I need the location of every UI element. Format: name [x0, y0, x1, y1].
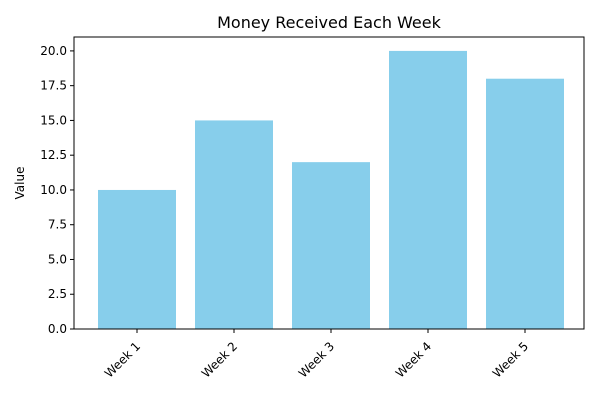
x-tick-label: Week 3 — [296, 339, 337, 380]
y-tick-label: 5.0 — [48, 252, 67, 266]
bar-1 — [98, 189, 176, 329]
y-tick-label: 2.5 — [48, 287, 67, 301]
y-axis: 0.0 2.5 5.0 7.5 10.0 12.5 15.0 17.5 20.0 — [40, 44, 74, 336]
x-tick-label: Week 5 — [490, 339, 531, 380]
x-tick-label: Week 2 — [199, 339, 240, 380]
bar-2 — [195, 120, 273, 329]
bar-4 — [389, 50, 467, 330]
x-axis: Week 1 Week 2 Week 3 Week 4 Week 5 — [102, 329, 531, 380]
x-tick-label: Week 1 — [102, 339, 143, 380]
x-tick-label: Week 4 — [393, 339, 434, 380]
y-tick-label: 10.0 — [40, 183, 67, 197]
y-tick-label: 7.5 — [48, 218, 67, 232]
y-tick-label: 0.0 — [48, 322, 67, 336]
bar-3 — [292, 162, 370, 329]
bars-group — [98, 50, 564, 330]
y-tick-label: 15.0 — [40, 113, 67, 127]
y-tick-label: 17.5 — [40, 79, 67, 93]
y-axis-label: Value — [13, 167, 27, 200]
y-tick-label: 20.0 — [40, 44, 67, 58]
y-tick-label: 12.5 — [40, 148, 67, 162]
chart-title: Money Received Each Week — [217, 13, 442, 32]
plot-frame — [73, 36, 585, 330]
bar-5 — [486, 78, 564, 329]
